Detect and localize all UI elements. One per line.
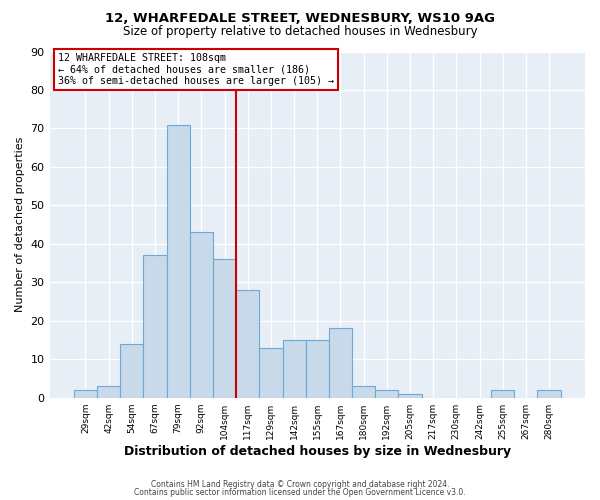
- Bar: [259, 348, 283, 398]
- Text: Contains public sector information licensed under the Open Government Licence v3: Contains public sector information licen…: [134, 488, 466, 497]
- Bar: [352, 386, 375, 398]
- Bar: [190, 232, 213, 398]
- Bar: [283, 340, 305, 398]
- Text: Size of property relative to detached houses in Wednesbury: Size of property relative to detached ho…: [122, 25, 478, 38]
- Bar: [491, 390, 514, 398]
- Bar: [375, 390, 398, 398]
- Bar: [167, 124, 190, 398]
- Bar: [236, 290, 259, 398]
- Bar: [74, 390, 97, 398]
- Y-axis label: Number of detached properties: Number of detached properties: [15, 137, 25, 312]
- Bar: [329, 328, 352, 398]
- Bar: [97, 386, 120, 398]
- X-axis label: Distribution of detached houses by size in Wednesbury: Distribution of detached houses by size …: [124, 444, 511, 458]
- Text: Contains HM Land Registry data © Crown copyright and database right 2024.: Contains HM Land Registry data © Crown c…: [151, 480, 449, 489]
- Text: 12, WHARFEDALE STREET, WEDNESBURY, WS10 9AG: 12, WHARFEDALE STREET, WEDNESBURY, WS10 …: [105, 12, 495, 26]
- Bar: [538, 390, 560, 398]
- Bar: [398, 394, 422, 398]
- Bar: [143, 256, 167, 398]
- Bar: [213, 259, 236, 398]
- Bar: [305, 340, 329, 398]
- Text: 12 WHARFEDALE STREET: 108sqm
← 64% of detached houses are smaller (186)
36% of s: 12 WHARFEDALE STREET: 108sqm ← 64% of de…: [58, 53, 334, 86]
- Bar: [120, 344, 143, 398]
